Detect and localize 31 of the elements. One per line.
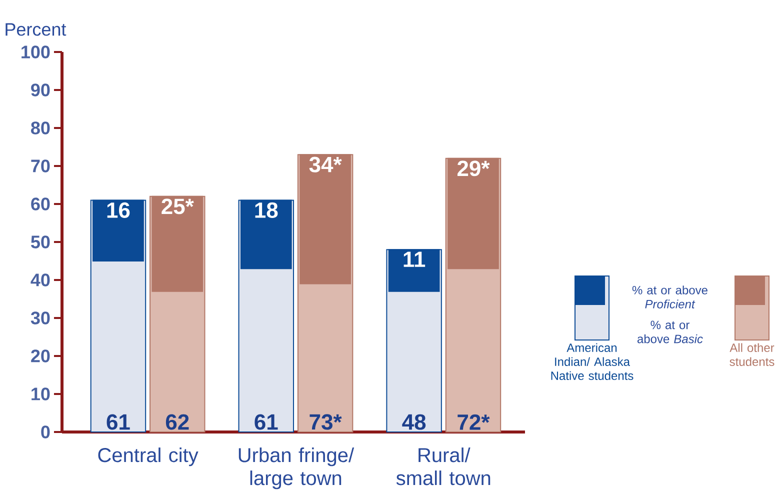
data-label: 25* — [162, 198, 194, 214]
data-label: 18 — [255, 202, 278, 218]
y-tick-label: 90 — [31, 84, 50, 96]
y-tick-label: 60 — [31, 198, 50, 210]
y-tick-label: 20 — [31, 350, 50, 362]
text: % at or above Proficient — [632, 286, 708, 308]
y-tick-label: 80 — [31, 122, 50, 134]
y-tick-label: 70 — [31, 160, 50, 172]
data-label: 73* — [310, 414, 342, 430]
data-label: 48 — [402, 414, 426, 430]
data-label: 62 — [166, 414, 189, 430]
x-tick-label: Urban fringe/ large town — [238, 448, 354, 490]
y-tick-label: 30 — [30, 312, 50, 324]
y-axis-title: Percent — [6, 23, 66, 36]
text: % at or above Basic — [637, 320, 703, 344]
data-label: 61 — [106, 414, 130, 430]
data-label: 61 — [254, 414, 278, 430]
text: American Indian/ Alaska Native students — [551, 343, 634, 380]
data-label: 29* — [457, 160, 490, 176]
text: All other students — [730, 343, 774, 366]
y-tick-label: 0 — [41, 426, 50, 438]
y-tick-label: 40 — [30, 274, 50, 286]
data-label: 11 — [404, 252, 426, 267]
y-tick-label: 10 — [32, 388, 50, 400]
x-tick-label: Rural/ small town — [396, 448, 490, 486]
data-label: 34* — [309, 156, 342, 172]
y-tick-label: 100 — [22, 46, 50, 58]
data-label: 72* — [458, 414, 490, 430]
data-label: 16 — [107, 202, 130, 218]
x-tick-label: Central city — [98, 448, 198, 466]
y-tick-label: 50 — [31, 236, 50, 248]
